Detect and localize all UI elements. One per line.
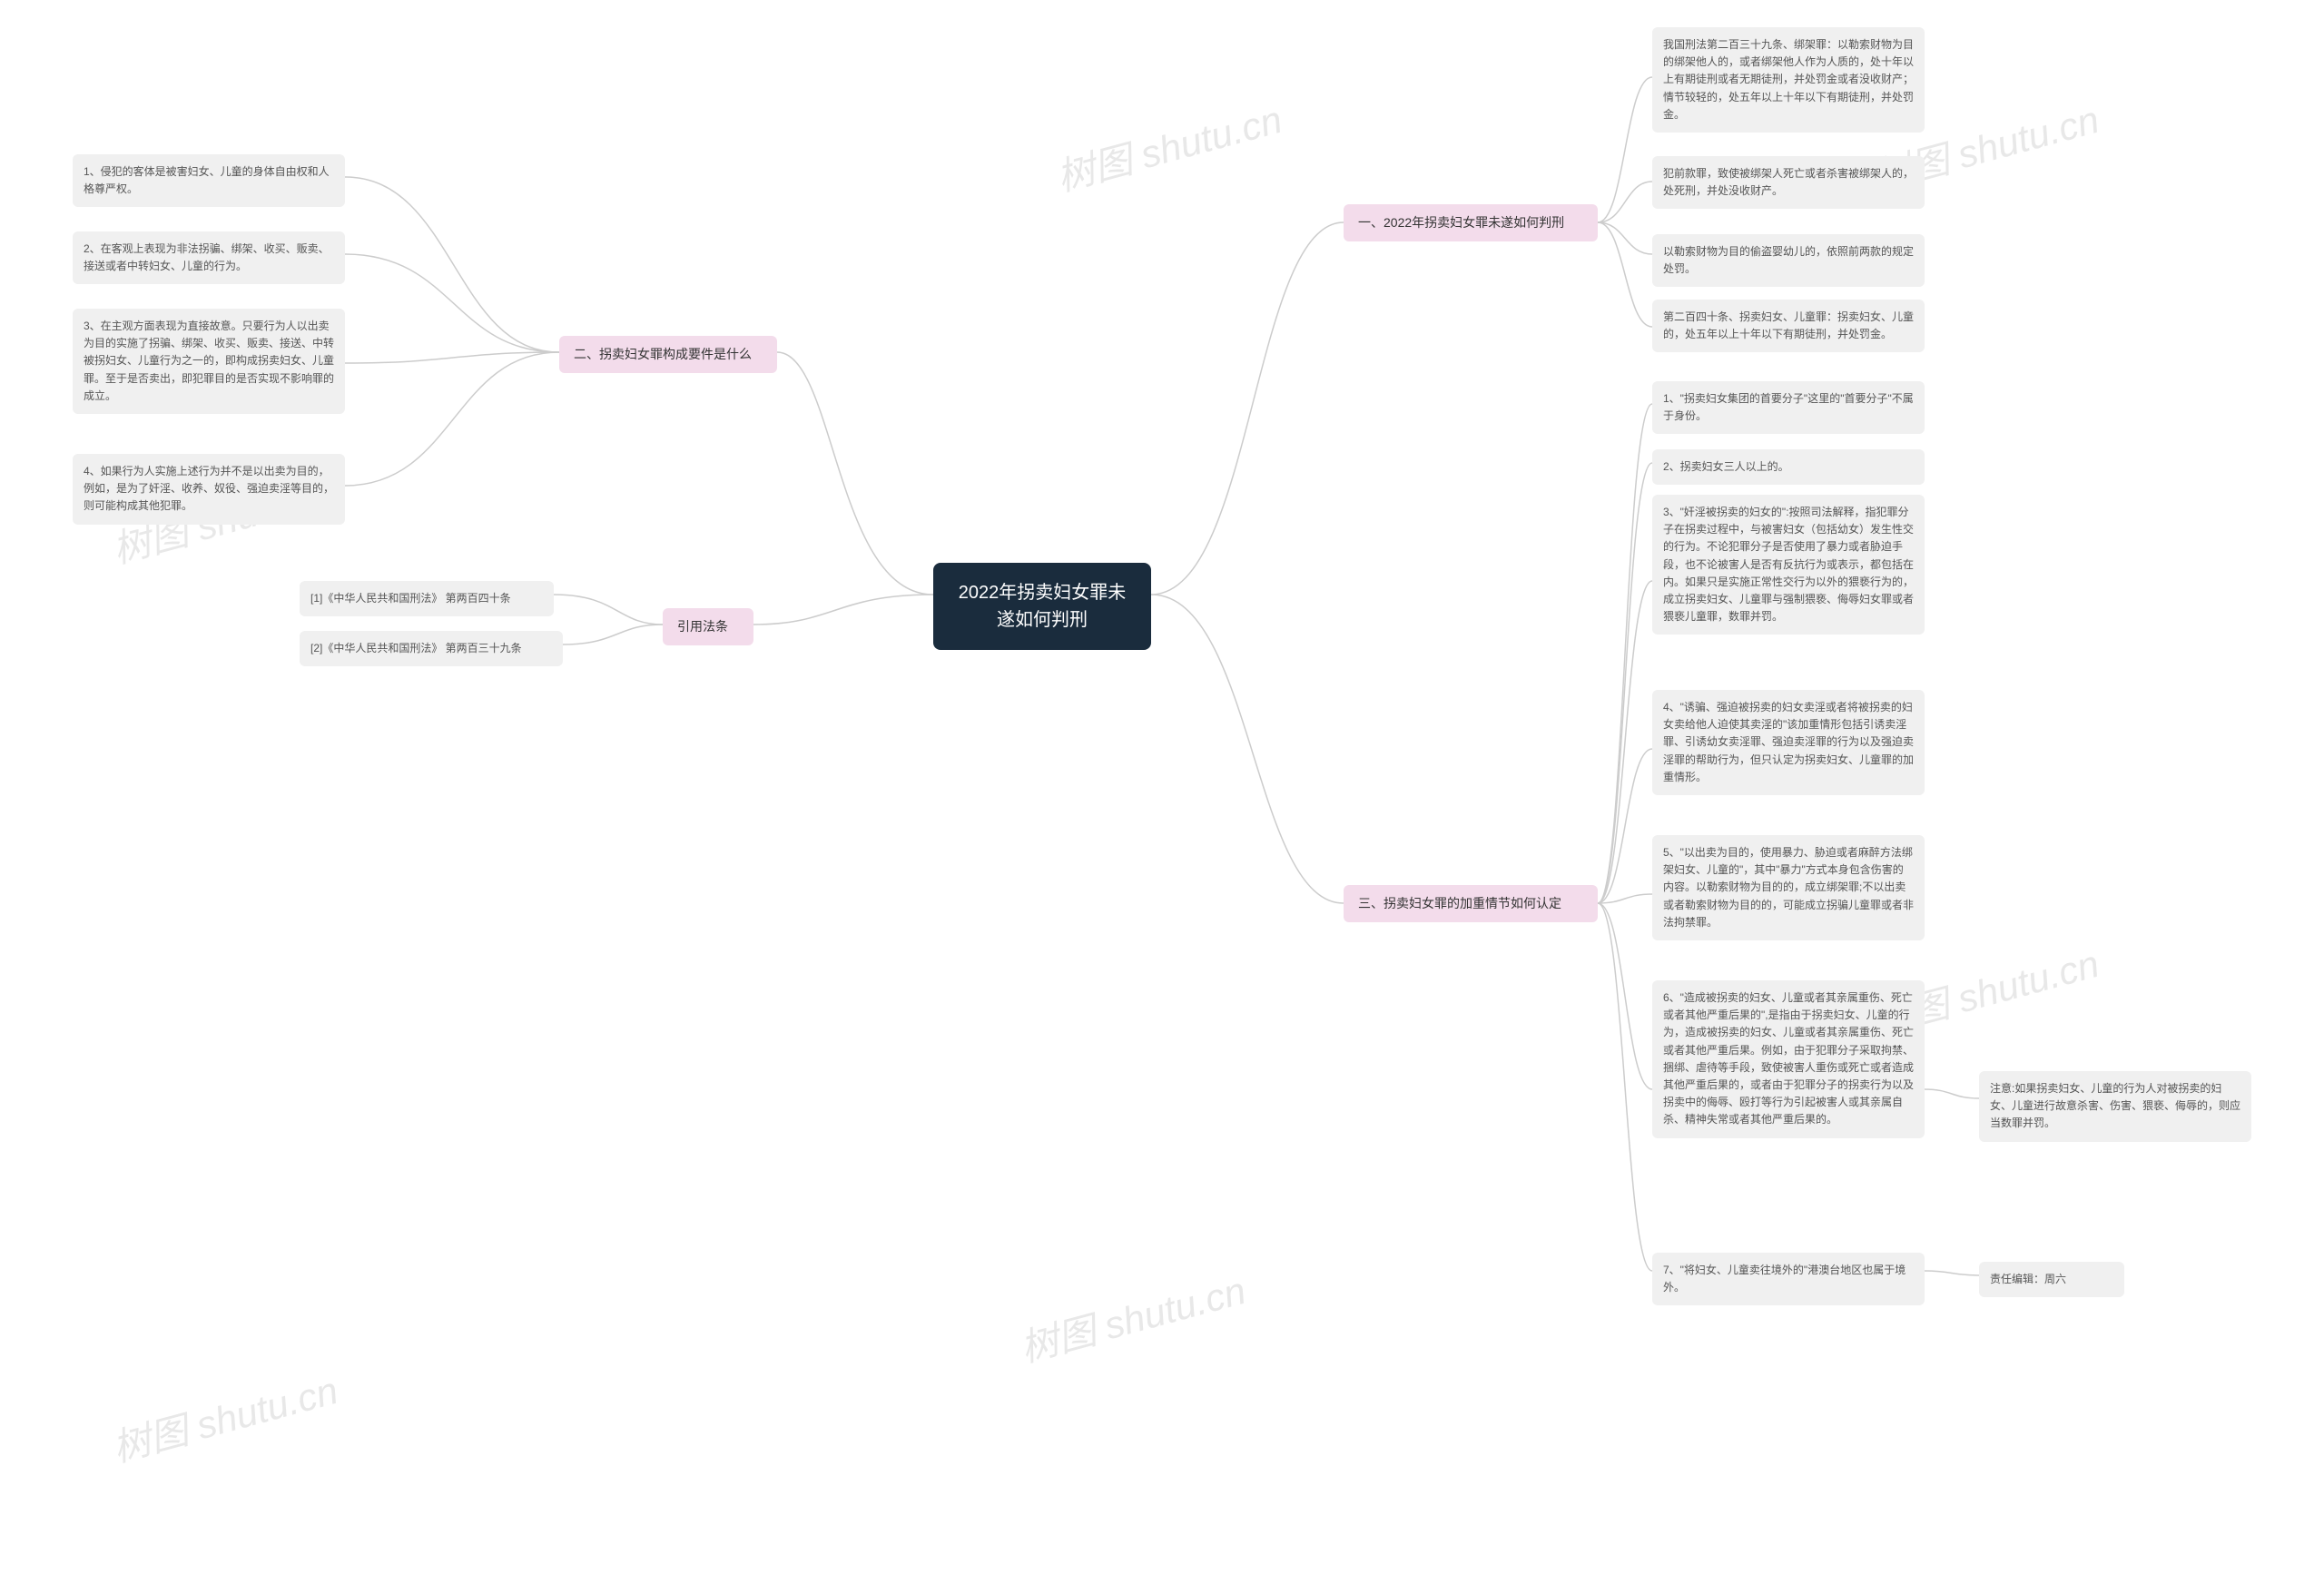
leaf-r2-5: 6、"造成被拐卖的妇女、儿童或者其亲属重伤、死亡或者其他严重后果的",是指由于拐…: [1652, 980, 1925, 1138]
root-node[interactable]: 2022年拐卖妇女罪未遂如何判刑: [933, 563, 1151, 650]
leaf-r2-1: 2、拐卖妇女三人以上的。: [1652, 449, 1925, 485]
leaf-l2-0: [1]《中华人民共和国刑法》 第两百四十条: [300, 581, 554, 616]
leaf-r1-0: 我国刑法第二百三十九条、绑架罪：以勒索财物为目的绑架他人的，或者绑架他人作为人质…: [1652, 27, 1925, 133]
branch-two[interactable]: 二、拐卖妇女罪构成要件是什么: [559, 336, 777, 373]
leaf-l1-0: 1、侵犯的客体是被害妇女、儿童的身体自由权和人格尊严权。: [73, 154, 345, 207]
watermark: 树图 shutu.cn: [1049, 89, 1287, 202]
leaf-r1-2: 以勒索财物为目的偷盗婴幼儿的，依照前两款的规定处罚。: [1652, 234, 1925, 287]
leaf-r2-6-sub: 责任编辑：周六: [1979, 1262, 2124, 1297]
leaf-r2-0: 1、"拐卖妇女集团的首要分子"这里的"首要分子"不属于身份。: [1652, 381, 1925, 434]
leaf-l1-1: 2、在客观上表现为非法拐骗、绑架、收买、贩卖、接送或者中转妇女、儿童的行为。: [73, 231, 345, 284]
branch-one[interactable]: 一、2022年拐卖妇女罪未遂如何判刑: [1344, 204, 1598, 241]
leaf-l1-2: 3、在主观方面表现为直接故意。只要行为人以出卖为目的实施了拐骗、绑架、收买、贩卖…: [73, 309, 345, 414]
branch-refs[interactable]: 引用法条: [663, 608, 753, 645]
branch-three[interactable]: 三、拐卖妇女罪的加重情节如何认定: [1344, 885, 1598, 922]
watermark: 树图 shutu.cn: [105, 1360, 343, 1473]
leaf-l1-3: 4、如果行为人实施上述行为并不是以出卖为目的，例如，是为了奸淫、收养、奴役、强迫…: [73, 454, 345, 525]
leaf-r2-5-sub: 注意:如果拐卖妇女、儿童的行为人对被拐卖的妇女、儿童进行故意杀害、伤害、猥亵、侮…: [1979, 1071, 2251, 1142]
leaf-l2-1: [2]《中华人民共和国刑法》 第两百三十九条: [300, 631, 563, 666]
leaf-r2-3: 4、"诱骗、强迫被拐卖的妇女卖淫或者将被拐卖的妇女卖给他人迫使其卖淫的"该加重情…: [1652, 690, 1925, 795]
watermark: 树图 shutu.cn: [1013, 1260, 1251, 1373]
leaf-r1-3: 第二百四十条、拐卖妇女、儿童罪：拐卖妇女、儿童的，处五年以上十年以下有期徒刑，并…: [1652, 300, 1925, 352]
leaf-r1-1: 犯前款罪，致使被绑架人死亡或者杀害被绑架人的，处死刑，并处没收财产。: [1652, 156, 1925, 209]
leaf-r2-2: 3、"奸淫被拐卖的妇女的":按照司法解释，指犯罪分子在拐卖过程中，与被害妇女（包…: [1652, 495, 1925, 635]
leaf-r2-6: 7、"将妇女、儿童卖往境外的"港澳台地区也属于境外。: [1652, 1253, 1925, 1305]
leaf-r2-4: 5、"以出卖为目的，使用暴力、胁迫或者麻醉方法绑架妇女、儿童的"，其中"暴力"方…: [1652, 835, 1925, 940]
connector-lines: [0, 0, 2324, 1584]
